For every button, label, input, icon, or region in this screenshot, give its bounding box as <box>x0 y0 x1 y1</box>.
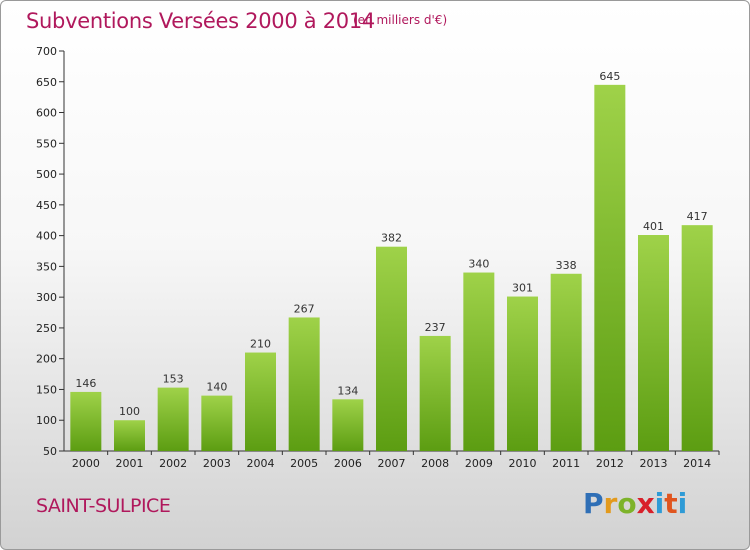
x-tick-label-2009: 2009 <box>465 457 493 470</box>
bar-2006 <box>332 399 364 451</box>
value-label-2013: 401 <box>643 220 664 233</box>
value-label-2008: 237 <box>425 321 446 334</box>
y-tick-label: 50 <box>43 445 57 458</box>
value-label-2002: 153 <box>163 373 184 386</box>
value-label-2005: 267 <box>294 302 315 315</box>
bar-2009 <box>463 272 495 451</box>
x-tick-label-2007: 2007 <box>378 457 406 470</box>
bar-2010 <box>507 296 538 451</box>
bar-2007 <box>376 246 407 451</box>
bars: 146 100 153 140 210 267 134 382 237 340 301 338 645 4… <box>70 70 713 451</box>
value-label-2012: 645 <box>599 70 620 83</box>
y-tick-label: 300 <box>36 291 57 304</box>
value-label-2010: 301 <box>512 282 533 295</box>
value-label-2003: 140 <box>206 381 227 394</box>
bar-2013 <box>638 235 669 451</box>
x-tick-label-2014: 2014 <box>683 457 711 470</box>
x-tick-label-2003: 2003 <box>203 457 231 470</box>
value-label-2014: 417 <box>687 210 708 223</box>
x-tick-label-2010: 2010 <box>509 457 537 470</box>
bar-2001 <box>114 420 145 451</box>
y-tick-label: 600 <box>36 107 57 120</box>
y-tick-label: 350 <box>36 260 57 273</box>
value-label-2001: 100 <box>119 405 140 418</box>
y-tick-label: 250 <box>36 322 57 335</box>
x-tick-label-2002: 2002 <box>159 457 187 470</box>
bar-2011 <box>550 273 582 451</box>
town-name: SAINT-SULPICE <box>36 495 171 517</box>
x-tick-label-2004: 2004 <box>247 457 275 470</box>
bar-2012 <box>594 84 626 451</box>
chart-subtitle: (en milliers d'€) <box>353 13 448 27</box>
value-label-2007: 382 <box>381 232 402 245</box>
value-label-2006: 134 <box>337 384 358 397</box>
bar-2005 <box>288 317 320 451</box>
bar-2014 <box>681 225 713 451</box>
y-tick-label: 700 <box>36 45 57 58</box>
bar-2004 <box>245 352 276 451</box>
y-tick-label: 400 <box>36 230 57 243</box>
value-label-2000: 146 <box>75 377 96 390</box>
chart-title: Subventions Versées 2000 à 2014 <box>26 9 375 33</box>
y-tick-label: 500 <box>36 168 57 181</box>
y-tick-label: 100 <box>36 414 57 427</box>
x-tick-label-2011: 2011 <box>552 457 580 470</box>
y-tick-label: 650 <box>36 76 57 89</box>
bar-2002 <box>157 387 189 451</box>
y-tick-label: 450 <box>36 199 57 212</box>
value-label-2009: 340 <box>468 258 489 271</box>
x-tick-label-2006: 2006 <box>334 457 362 470</box>
x-tick-label-2008: 2008 <box>421 457 449 470</box>
y-tick-label: 150 <box>36 383 57 396</box>
value-label-2011: 338 <box>556 259 577 272</box>
x-tick-label-2000: 2000 <box>72 457 100 470</box>
value-label-2004: 210 <box>250 338 271 351</box>
bar-2008 <box>419 335 451 451</box>
bar-2003 <box>201 395 233 451</box>
x-tick-label-2005: 2005 <box>290 457 318 470</box>
x-tick-label-2012: 2012 <box>596 457 624 470</box>
x-tick-label-2013: 2013 <box>640 457 668 470</box>
x-tick-label-2001: 2001 <box>116 457 144 470</box>
bar-2000 <box>70 391 102 451</box>
y-tick-label: 200 <box>36 353 57 366</box>
y-tick-label: 550 <box>36 137 57 150</box>
proxiti-logo: Proxiti <box>583 487 688 520</box>
